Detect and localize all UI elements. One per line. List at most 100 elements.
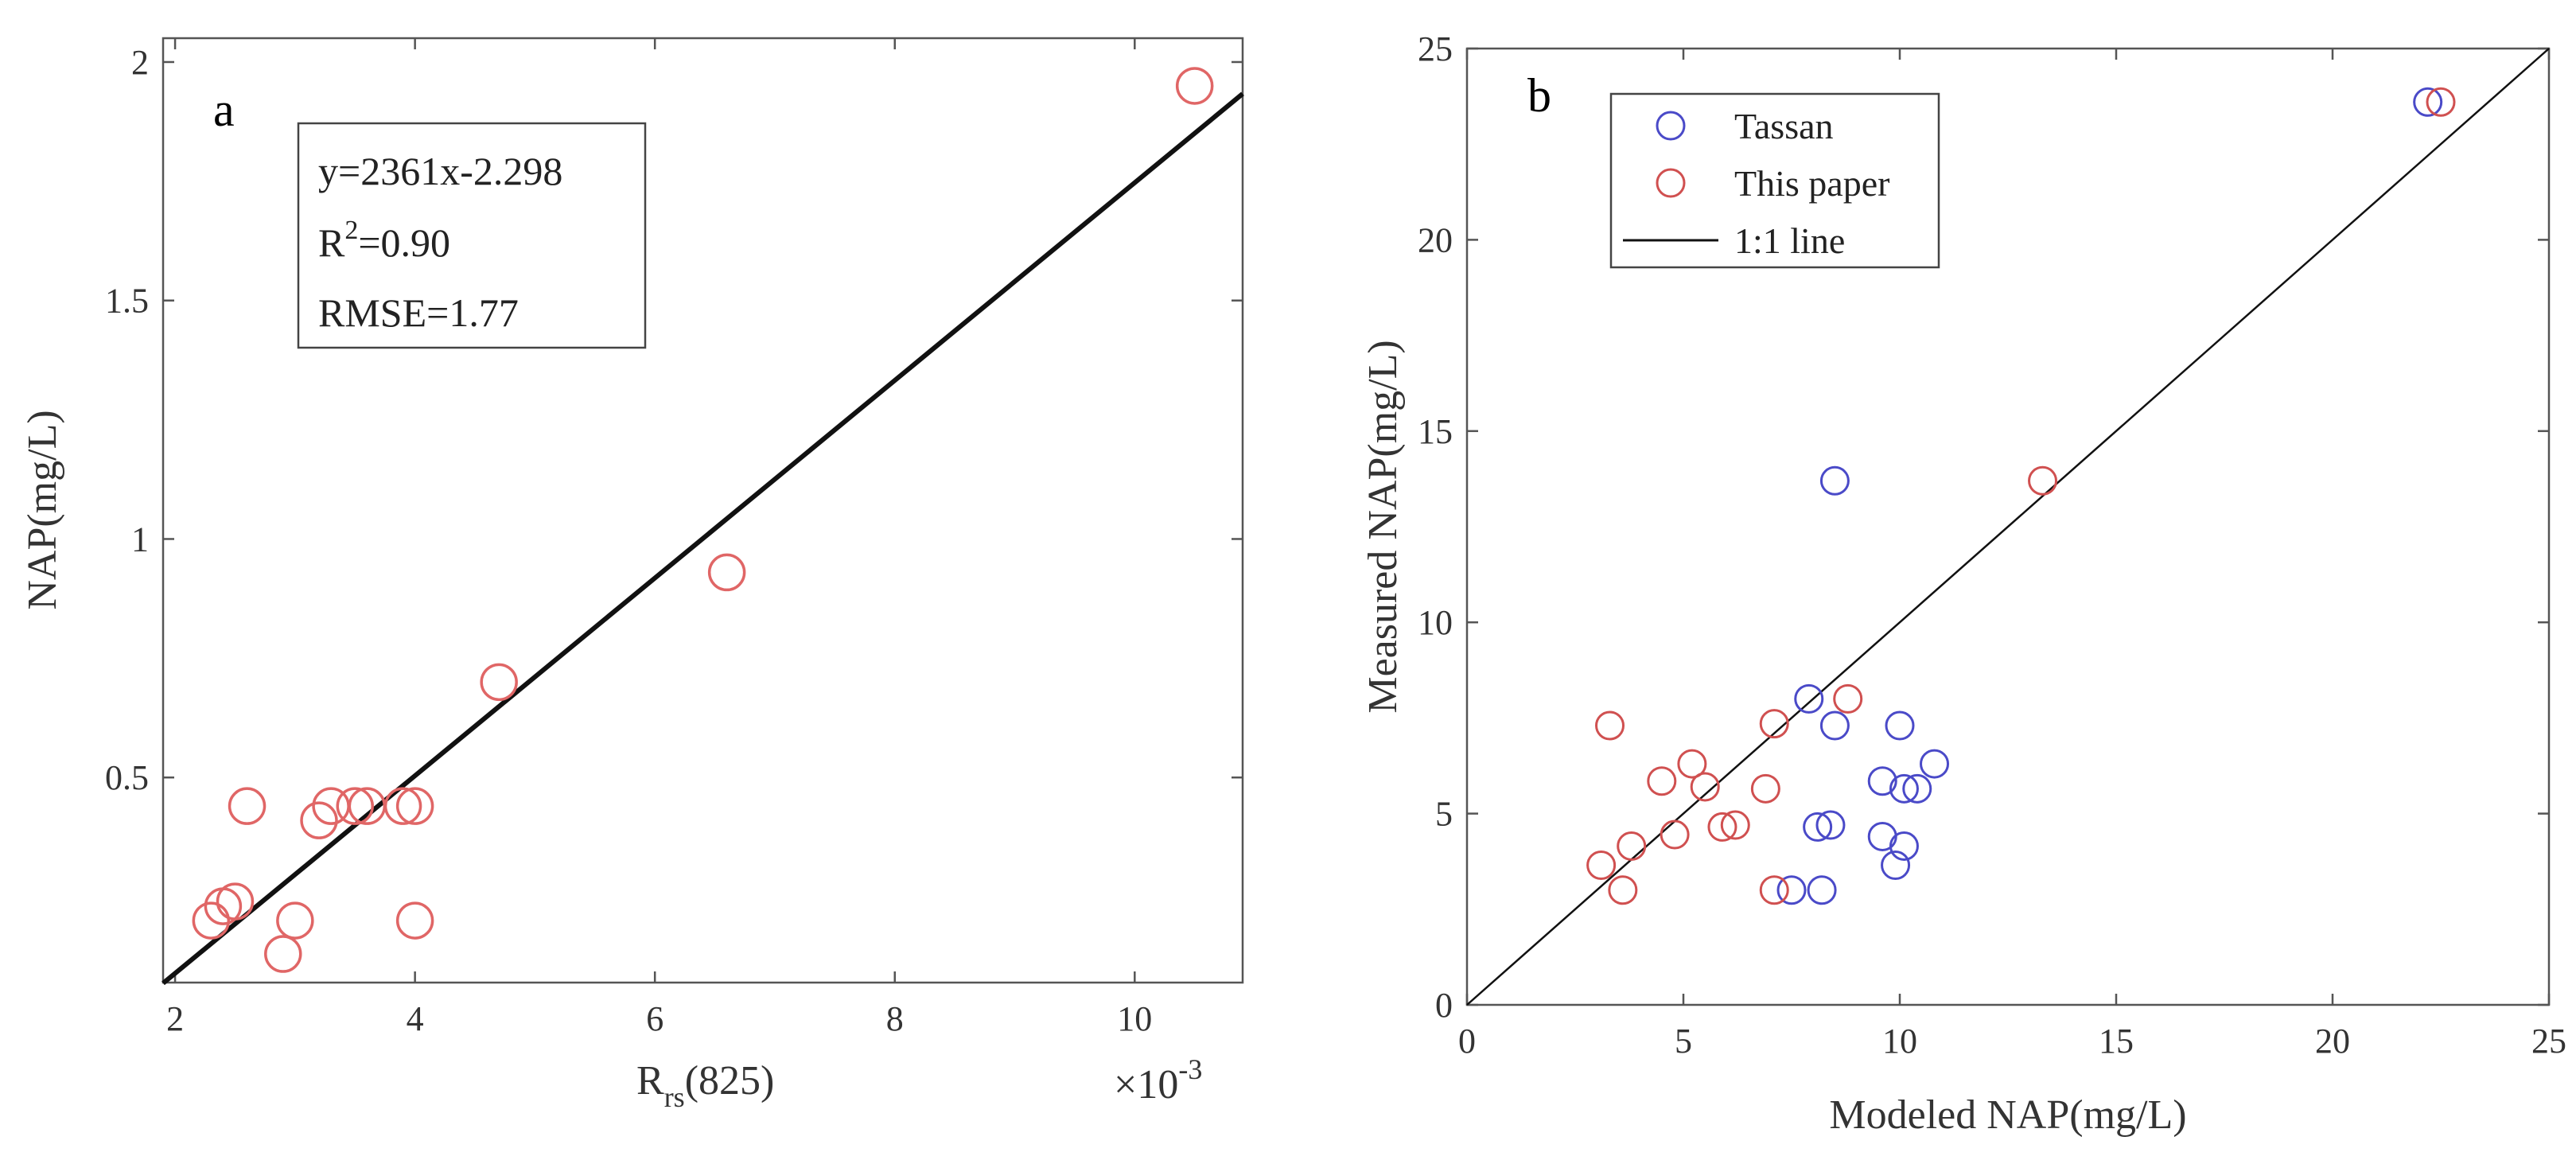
panel-a-ylabel: NAP(mg/L) (20, 410, 65, 609)
x-tick-label: 0 (1458, 1022, 1476, 1061)
one-to-one-line (1466, 48, 2550, 1006)
xlabel-suffix: (825) (685, 1058, 775, 1104)
tassan-point (1920, 749, 1950, 779)
tassan-point (1889, 773, 1919, 804)
x-multiplier-exp: -3 (1178, 1053, 1202, 1085)
xlabel-sub: rs (664, 1081, 685, 1113)
x-tick-label: 10 (1882, 1022, 1917, 1061)
this-paper-point (2028, 465, 2058, 496)
y-tick-label: 2 (131, 43, 149, 82)
panel-a-tag: a (213, 84, 235, 136)
y-tick-label: 25 (1418, 29, 1453, 68)
panel-b-ticks: 0 5 10 15 20 25 0 5 10 15 20 25 (1418, 29, 2566, 1061)
x-tick-label: 2 (166, 999, 184, 1038)
x-tick-label: 5 (1675, 1022, 1692, 1061)
legend-this-paper-label: This paper (1734, 163, 1889, 204)
x-tick-label: 10 (1117, 999, 1152, 1038)
tassan-point (1889, 831, 1919, 861)
this-paper-point (1759, 875, 1789, 905)
tassan-point (1807, 875, 1837, 905)
this-paper-point (1750, 773, 1780, 804)
tassan-point (1881, 851, 1911, 881)
tassan-point (1867, 766, 1897, 796)
panel-b-reference-layer (1466, 48, 2550, 1006)
tassan-point (1819, 710, 1850, 741)
panel-b-ylabel: Measured NAP(mg/L) (1360, 340, 1406, 713)
legend-box (1609, 92, 1940, 269)
y-tick-label: 1.5 (105, 282, 149, 321)
data-point (707, 553, 746, 592)
tassan-point (1815, 810, 1846, 840)
x-multiplier: ×10-3 (1114, 1053, 1202, 1107)
legend-tassan-marker (1656, 111, 1686, 141)
this-paper-point (1707, 812, 1737, 842)
panel-a-points (192, 67, 1214, 973)
panel-b-legend: Tassan This paper 1:1 line (1609, 92, 1940, 269)
tassan-point (1867, 821, 1897, 851)
panel-a: 2 4 6 8 100.511.52 a y=2361x-2.298 R2=0.90 R… (20, 37, 1244, 1113)
tassan-point (1794, 683, 1824, 714)
data-point (383, 787, 422, 825)
this-paper-point (1586, 851, 1617, 881)
y-tick-label: 5 (1435, 795, 1453, 834)
data-point (228, 787, 267, 825)
this-paper-point (1608, 875, 1638, 905)
regression-line (161, 91, 1244, 986)
this-paper-point (1595, 710, 1625, 741)
data-point (1175, 67, 1214, 105)
panel-a-equation-box (297, 122, 647, 349)
tassan-point (1885, 710, 1915, 741)
this-paper-point (1759, 709, 1789, 739)
data-point (264, 935, 302, 973)
x-tick-label: 15 (2099, 1022, 2134, 1061)
this-paper-point (1647, 766, 1677, 796)
panel-b-tag: b (1527, 69, 1551, 122)
r-squared-main: R (318, 220, 345, 265)
x-tick-label: 4 (407, 999, 424, 1038)
panel-b-xlabel: Modeled NAP(mg/L) (1829, 1092, 2186, 1138)
panel-b-frame (1465, 47, 2551, 1006)
this-paper-point (2426, 87, 2456, 117)
tassan-point (1819, 465, 1850, 496)
data-point (480, 663, 518, 702)
this-paper-point (1833, 683, 1863, 714)
this-paper-point (1690, 772, 1720, 802)
xlabel-r: R (636, 1058, 664, 1104)
legend-tassan-label: Tassan (1734, 106, 1834, 146)
equation-text: y=2361x-2.298 (318, 149, 562, 193)
y-tick-label: 0 (1435, 986, 1453, 1025)
data-point (192, 901, 231, 940)
r-squared-sup: 2 (344, 216, 358, 245)
this-paper-point (1677, 749, 1707, 779)
panel-b-points (1586, 87, 2456, 905)
data-point (395, 901, 434, 940)
y-tick-label: 20 (1418, 220, 1453, 259)
x-multiplier-base: ×10 (1114, 1062, 1178, 1107)
data-point (300, 801, 338, 839)
r-squared-text: R2=0.90 (318, 216, 450, 265)
this-paper-point (1660, 819, 1690, 850)
legend-this-paper-marker (1656, 168, 1686, 198)
x-tick-label: 20 (2315, 1022, 2350, 1061)
y-tick-label: 0.5 (105, 758, 149, 797)
this-paper-point (1617, 831, 1647, 861)
r-squared-value: =0.90 (358, 220, 450, 265)
y-tick-label: 1 (131, 520, 149, 559)
panel-a-xlabel: Rrs(825) (636, 1058, 774, 1113)
tassan-point (1776, 875, 1807, 905)
panel-a-ticks: 2 4 6 8 10 0.5 1 1.5 2 (105, 38, 1243, 1038)
this-paper-point (1720, 810, 1750, 840)
tassan-point (2413, 87, 2443, 117)
legend-1-1-line-label: 1:1 line (1734, 220, 1845, 261)
data-point (336, 787, 374, 825)
panel-a-frame (161, 37, 1244, 984)
data-point (216, 882, 255, 921)
panel-a-fit-layer (161, 91, 1244, 986)
tassan-point (1902, 773, 1932, 804)
x-tick-label: 25 (2531, 1022, 2566, 1061)
x-tick-label: 8 (886, 999, 904, 1038)
panel-b: 0 5 10 15 20 25 0 5 10 15 20 25 b Tassan This paper… (1360, 29, 2566, 1138)
data-point (395, 787, 434, 825)
data-point (276, 901, 314, 940)
